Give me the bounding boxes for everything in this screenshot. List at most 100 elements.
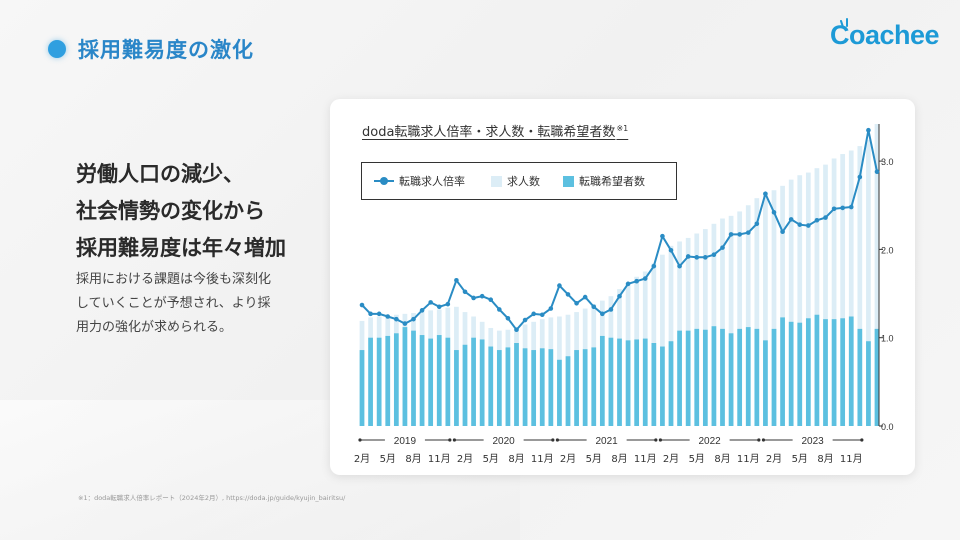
x-year-label: 2021 <box>596 436 619 447</box>
legend-label: 求人数 <box>507 175 540 188</box>
jobs-bar <box>737 211 743 426</box>
seekers-bar <box>840 318 846 426</box>
ratio-point <box>514 327 519 333</box>
seekers-bar <box>393 333 399 426</box>
x-month-label: 5月 <box>483 453 499 465</box>
ratio-point <box>857 174 863 180</box>
seekers-bar <box>574 350 579 426</box>
ratio-point <box>574 300 579 306</box>
jobs-bar <box>814 168 820 426</box>
ratio-point <box>874 169 880 174</box>
line-marker-icon <box>374 177 394 185</box>
ratio-point <box>548 306 554 311</box>
jobs-bar <box>728 215 734 426</box>
jobs-bar <box>831 158 837 427</box>
body-line: していくことが予想され、より採 <box>76 296 271 311</box>
seekers-bar <box>428 338 434 426</box>
ratio-point <box>642 276 648 281</box>
x-year-label: 2023 <box>802 436 825 447</box>
ratio-point <box>728 232 734 237</box>
ratio-point <box>651 263 657 269</box>
chart-card: 0.0 1.0 2.0 3.0 2019 2020 2021 2022 2023 2月 5月 8月 11… <box>330 99 915 475</box>
year-bracket-dot <box>452 438 457 442</box>
ratio-point <box>625 281 631 287</box>
bar-swatch-icon <box>491 175 502 187</box>
jobs-bar <box>754 198 760 426</box>
ratio-point <box>582 294 588 300</box>
jobs-bar <box>823 164 828 426</box>
ratio-point <box>720 245 725 250</box>
x-month-label: 2月 <box>457 453 473 465</box>
seekers-bar <box>660 346 665 426</box>
x-month-label: 11月 <box>840 453 863 465</box>
ratio-point <box>539 312 545 318</box>
ratio-point <box>831 206 837 212</box>
ratio-point <box>711 252 717 257</box>
ratio-point <box>402 321 408 326</box>
year-bracket-dot <box>658 438 663 442</box>
headline-line: 社会情勢の変化から <box>76 199 265 223</box>
ratio-point <box>385 314 391 319</box>
ratio-point <box>771 210 777 215</box>
legend-item-ratio: 転職求人倍率 <box>374 173 465 189</box>
seekers-bar <box>436 335 442 426</box>
seekers-bar <box>814 314 820 426</box>
ratio-point <box>488 297 494 303</box>
seekers-bar <box>479 339 485 426</box>
seekers-bar <box>694 328 700 426</box>
ratio-point <box>754 221 760 227</box>
year-bracket-dot <box>654 438 658 442</box>
jobs-bar <box>874 124 880 426</box>
seekers-bar <box>402 327 408 426</box>
seekers-bar <box>522 348 528 426</box>
ratio-point <box>840 205 845 211</box>
logo-text: Coachee <box>830 20 940 50</box>
seekers-bar <box>454 350 459 426</box>
seekers-bar <box>874 328 880 426</box>
x-month-label: 8月 <box>817 453 833 465</box>
seekers-bar <box>668 341 674 426</box>
seekers-bar <box>823 319 828 426</box>
seekers-bar <box>651 342 657 426</box>
seekers-bar <box>599 335 605 426</box>
ratio-point <box>497 307 502 312</box>
jobs-bar <box>805 172 811 426</box>
x-month-label: 11月 <box>634 453 657 465</box>
seekers-bar <box>866 341 871 426</box>
x-year-label: 2022 <box>699 436 722 447</box>
jobs-bar <box>857 146 863 427</box>
seekers-bar <box>685 330 691 426</box>
ratio-point <box>780 229 785 235</box>
chart-legend: 転職求人倍率 求人数 転職希望者数 <box>361 162 677 200</box>
jobs-bar <box>848 150 854 426</box>
seekers-bar <box>488 346 494 426</box>
year-bracket-dot <box>757 438 761 442</box>
seekers-bar <box>385 335 391 426</box>
ratio-point <box>617 293 622 299</box>
jobs-bar <box>660 254 665 426</box>
jobs-bar <box>780 185 785 426</box>
seekers-bar <box>745 327 751 426</box>
chart-title: doda転職求人倍率・求人数・転職希望者数※1 <box>362 121 628 140</box>
seekers-bar <box>539 348 545 426</box>
legend-label: 転職求人倍率 <box>399 175 465 188</box>
seekers-bar <box>368 337 373 426</box>
seekers-bar <box>771 328 777 426</box>
jobs-bar <box>711 223 717 426</box>
x-month-label: 11月 <box>428 453 451 465</box>
seekers-bar <box>582 349 588 426</box>
x-month-label: 2月 <box>766 453 782 465</box>
ratio-point <box>608 307 614 312</box>
seekers-bar <box>754 328 760 426</box>
ratio-point <box>685 254 691 259</box>
x-month-label: 5月 <box>689 453 705 465</box>
seekers-bar <box>419 335 425 426</box>
seekers-bar <box>471 337 476 426</box>
jobs-bar <box>771 190 777 426</box>
ratio-point <box>368 311 373 317</box>
x-month-label: 8月 <box>405 453 421 465</box>
ratio-point <box>411 316 416 322</box>
x-month-label: 5月 <box>792 453 808 465</box>
seekers-bar <box>763 340 768 426</box>
bar-swatch-icon <box>563 175 574 187</box>
